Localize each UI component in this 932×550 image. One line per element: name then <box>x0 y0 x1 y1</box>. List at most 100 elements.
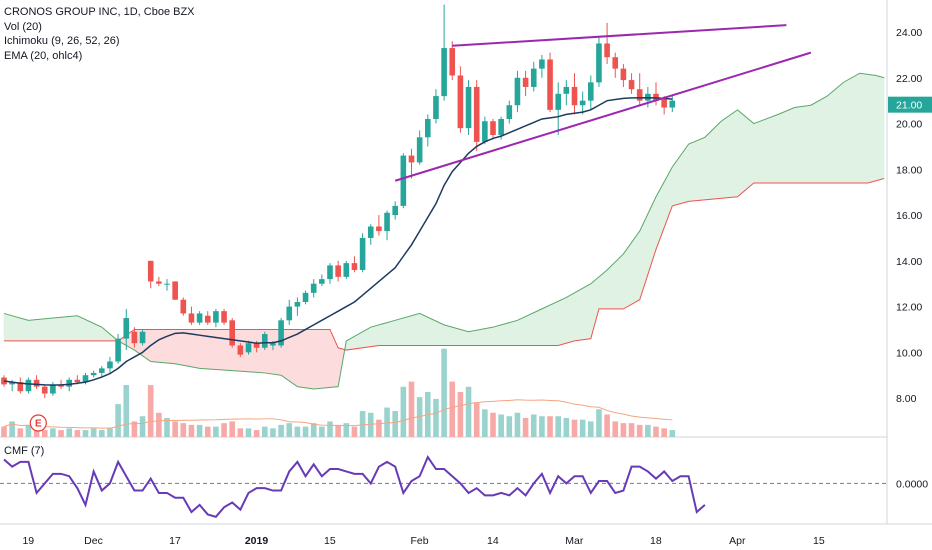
cloud-segment <box>476 329 482 346</box>
candle-body <box>319 279 325 284</box>
candle-body <box>245 343 252 353</box>
chart-legend: CRONOS GROUP INC, 1D, Cboe BZX Vol (20) … <box>4 5 195 63</box>
candle-body <box>604 43 610 58</box>
cloud-segment <box>839 81 844 184</box>
cloud-segment <box>178 329 184 366</box>
cloud-segment <box>708 128 714 200</box>
cloud-segment <box>472 329 478 346</box>
cloud-segment <box>252 329 257 373</box>
cmf-label: CMF (7) <box>4 445 45 457</box>
cloud-segment <box>93 322 99 342</box>
cloud-segment <box>382 322 388 346</box>
cloud-segment <box>187 329 192 368</box>
cloud-segment <box>370 325 376 347</box>
cloud-segment <box>72 315 78 342</box>
cloud-segment <box>301 329 306 389</box>
volume-bar <box>539 416 545 437</box>
candle-body <box>9 382 15 385</box>
volume-bar <box>482 409 488 437</box>
volume-bar <box>359 411 366 437</box>
cloud-segment <box>806 104 812 184</box>
cloud-segment <box>533 310 539 346</box>
candle-body <box>465 86 472 129</box>
cloud-segment <box>89 320 94 342</box>
candle-body <box>490 121 496 135</box>
volume-bar <box>514 412 521 437</box>
trendline <box>394 51 812 182</box>
cloud-segment <box>786 108 791 184</box>
ichimoku-cloud <box>3 72 885 390</box>
candle-body <box>156 281 162 284</box>
cloud-segment <box>256 329 262 373</box>
candle-body <box>384 212 390 232</box>
cloud-segment <box>733 109 738 198</box>
cloud-segment <box>830 88 836 184</box>
current-price-tag <box>888 96 932 113</box>
cloud-segment <box>15 316 21 342</box>
candle-body <box>164 283 170 285</box>
cloud-segment <box>549 302 555 346</box>
volume-bar <box>563 417 570 437</box>
time-tick-label: Dec <box>84 535 103 547</box>
candle-body <box>33 379 40 387</box>
cloud-segment <box>24 318 29 342</box>
volume-bar <box>262 426 268 437</box>
cloud-segment <box>684 143 689 203</box>
volume-bar <box>498 414 504 437</box>
cloud-segment <box>496 324 502 346</box>
candle-body <box>376 226 382 232</box>
cloud-segment <box>517 317 522 346</box>
cloud-segment <box>545 304 551 346</box>
candle-body <box>335 265 341 277</box>
cloud-segment <box>541 306 547 346</box>
cloud-segment <box>525 314 530 346</box>
cloud-segment <box>676 154 681 206</box>
volume-bar <box>669 430 676 437</box>
volume-bar <box>473 402 480 437</box>
candle-body <box>433 96 439 119</box>
cloud-segment <box>680 148 685 205</box>
volume-bar <box>123 385 130 437</box>
cloud-segment <box>97 324 103 342</box>
cloud-segment <box>737 109 742 198</box>
cloud-segment <box>794 106 799 184</box>
volume-bar <box>180 423 187 437</box>
cloud-segment <box>28 319 33 342</box>
volume-bar <box>286 423 293 437</box>
cloud-segment <box>460 329 465 346</box>
volume-bar <box>115 404 121 437</box>
candle-body <box>302 292 309 303</box>
candle-body <box>400 155 407 206</box>
candle-body <box>636 89 643 101</box>
time-tick-label: Apr <box>729 535 746 547</box>
cloud-segment <box>826 92 832 184</box>
cloud-segment <box>419 312 425 346</box>
cloud-segment <box>847 77 852 184</box>
candle-body <box>449 48 456 76</box>
volume-bar <box>416 397 423 437</box>
cloud-segment <box>818 97 824 184</box>
candle-body <box>351 263 358 270</box>
candle-body <box>196 313 203 323</box>
volume-bar <box>441 348 447 437</box>
candle-body <box>278 320 284 346</box>
cloud-segment <box>798 106 804 184</box>
volume-bar <box>253 430 260 437</box>
candle-body <box>661 98 667 108</box>
candle-body <box>628 80 635 90</box>
candle-body <box>482 121 488 142</box>
cloud-segment <box>464 330 469 346</box>
volume-bar <box>172 421 178 437</box>
cloud-segment <box>44 318 50 342</box>
cloud-segment <box>765 117 771 184</box>
earnings-badge-label: E <box>35 419 42 430</box>
cloud-segment <box>423 314 429 346</box>
cloud-segment <box>574 290 579 342</box>
cloud-segment <box>741 112 746 194</box>
time-tick-label: 15 <box>324 535 336 547</box>
volume-bar <box>147 385 154 437</box>
candle-body <box>457 75 464 129</box>
volume-bar <box>547 416 553 437</box>
candles <box>1 4 676 399</box>
